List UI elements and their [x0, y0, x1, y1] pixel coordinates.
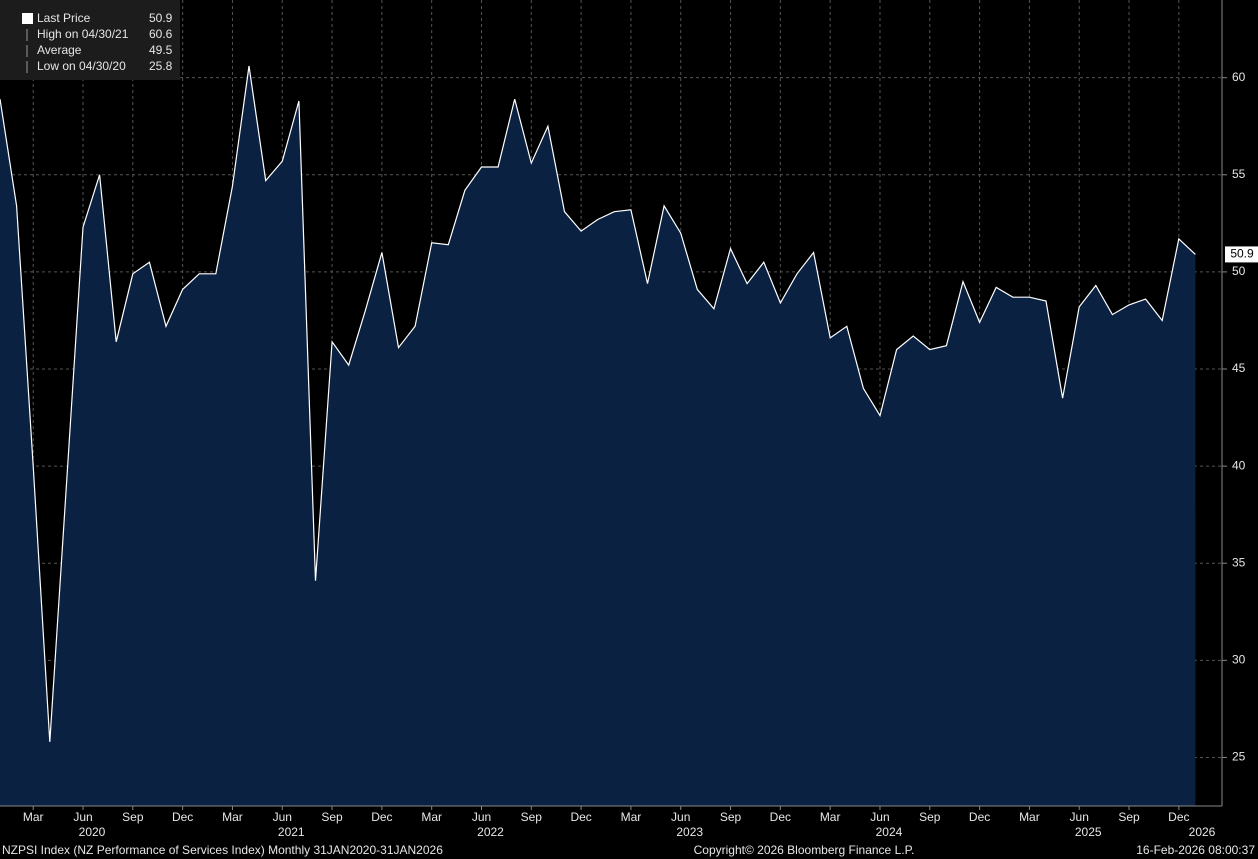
legend-label: Low on 04/30/20	[37, 59, 126, 73]
x-year-label: 2025	[1075, 825, 1102, 839]
y-tick-label: 25	[1232, 750, 1246, 764]
legend-value: 50.9	[149, 11, 173, 25]
series-line	[0, 65, 1196, 742]
legend-value: 49.5	[149, 43, 173, 57]
x-tick-label: Jun	[1070, 810, 1089, 824]
y-tick-label: 50	[1232, 264, 1246, 278]
x-tick-label: Sep	[122, 810, 144, 824]
x-tick-label: Dec	[371, 810, 392, 824]
x-tick-label: Dec	[172, 810, 193, 824]
y-tick-label: 60	[1232, 70, 1246, 84]
legend-swatch	[22, 13, 33, 24]
y-tick-label: 35	[1232, 555, 1246, 569]
x-tick-label: Sep	[919, 810, 941, 824]
x-tick-label: Jun	[870, 810, 889, 824]
area-fill	[0, 66, 1196, 806]
x-tick-label: Jun	[671, 810, 690, 824]
y-tick-label: 40	[1232, 458, 1246, 472]
x-tick-label: Jun	[73, 810, 92, 824]
x-tick-label: Dec	[1168, 810, 1189, 824]
x-year-label: 2021	[278, 825, 305, 839]
x-tick-label: Mar	[23, 810, 44, 824]
x-year-label: 2022	[477, 825, 504, 839]
x-tick-label: Mar	[222, 810, 243, 824]
x-tick-label: Sep	[321, 810, 343, 824]
legend-value: 60.6	[149, 27, 173, 41]
x-tick-label: Dec	[770, 810, 791, 824]
x-tick-label: Dec	[969, 810, 990, 824]
legend-label: Average	[37, 43, 82, 57]
plot-area	[0, 0, 1222, 806]
legend-label: High on 04/30/21	[37, 27, 129, 41]
legend-label: Last Price	[37, 11, 91, 25]
footer-left: NZPSI Index (NZ Performance of Services …	[2, 843, 443, 857]
x-year-label: 2026	[1189, 825, 1216, 839]
x-tick-label: Jun	[472, 810, 491, 824]
x-tick-label: Mar	[820, 810, 841, 824]
x-year-label: 2024	[876, 825, 903, 839]
legend-value: 25.8	[149, 59, 173, 73]
x-tick-label: Mar	[621, 810, 642, 824]
x-tick-label: Dec	[570, 810, 591, 824]
last-price-tag	[1225, 246, 1258, 263]
y-tick-label: 45	[1232, 361, 1246, 375]
x-tick-label: Sep	[720, 810, 742, 824]
footer-right: 16-Feb-2026 08:00:37	[1136, 843, 1255, 857]
x-tick-label: Jun	[273, 810, 292, 824]
x-year-label: 2020	[79, 825, 106, 839]
y-tick-label: 55	[1232, 167, 1246, 181]
x-tick-label: Mar	[421, 810, 442, 824]
x-year-label: 2023	[676, 825, 703, 839]
footer-center: Copyright© 2026 Bloomberg Finance L.P.	[694, 843, 915, 857]
x-tick-label: Sep	[1118, 810, 1140, 824]
last-price-label: 50.9	[1230, 247, 1254, 261]
x-tick-label: Mar	[1019, 810, 1040, 824]
x-tick-label: Sep	[521, 810, 543, 824]
y-tick-label: 30	[1232, 653, 1246, 667]
